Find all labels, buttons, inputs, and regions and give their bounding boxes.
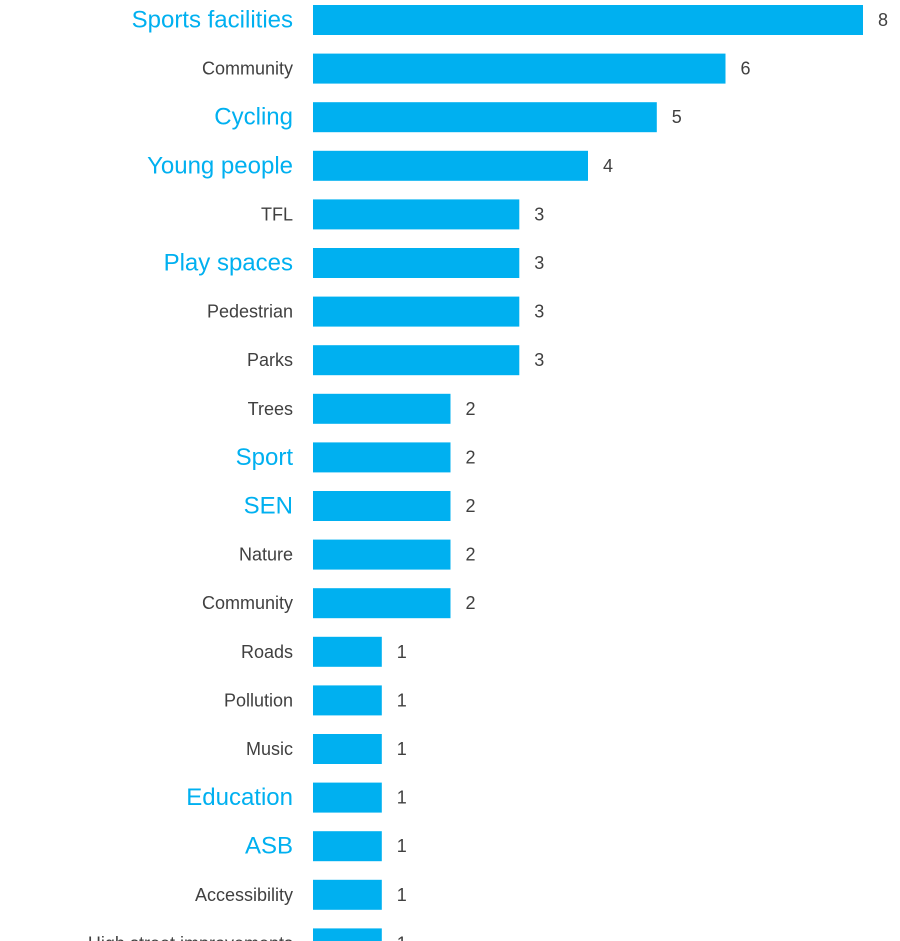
bar-parks-7: [313, 345, 520, 376]
category-label-play-spaces-5: Play spaces: [164, 250, 293, 277]
value-label-sports-facilities-0: 8: [878, 10, 888, 30]
value-label-trees-8: 2: [466, 399, 476, 419]
category-label-asb-17: ASB: [245, 833, 293, 860]
bar-sports-facilities-0: [313, 5, 863, 35]
bar-sport-9: [313, 442, 451, 473]
bar-high-street-improvements-19: [313, 928, 382, 941]
category-label-sports-facilities-0: Sports facilities: [132, 7, 293, 34]
value-label-play-spaces-5: 3: [534, 253, 544, 273]
bar-education-16: [313, 782, 382, 813]
bar-pollution-14: [313, 685, 382, 716]
category-label-roads-13: Roads: [241, 642, 293, 662]
value-label-cycling-2: 5: [672, 107, 682, 127]
value-label-asb-17: 1: [397, 836, 407, 856]
value-label-tfl-4: 3: [534, 204, 544, 224]
category-label-trees-8: Trees: [248, 399, 293, 419]
value-label-accessibility-18: 1: [397, 885, 407, 905]
value-label-high-street-improvements-19: 1: [397, 933, 407, 941]
category-label-education-16: Education: [186, 784, 293, 811]
bar-tfl-4: [313, 199, 520, 230]
value-label-music-15: 1: [397, 739, 407, 759]
value-label-sport-9: 2: [466, 447, 476, 467]
value-label-community-1: 6: [741, 59, 751, 79]
category-label-pollution-14: Pollution: [224, 690, 293, 710]
value-label-sen-10: 2: [466, 496, 476, 516]
category-label-sen-10: SEN: [244, 493, 293, 520]
bar-young-people-3: [313, 150, 588, 181]
bar-play-spaces-5: [313, 248, 520, 278]
category-label-nature-11: Nature: [239, 545, 293, 565]
category-label-music-15: Music: [246, 739, 293, 759]
category-label-tfl-4: TFL: [261, 204, 293, 224]
category-label-high-street-improvements-19: High street improvements: [88, 933, 293, 941]
value-label-community-12: 2: [466, 593, 476, 613]
value-label-roads-13: 1: [397, 642, 407, 662]
category-label-pedestrian-6: Pedestrian: [207, 302, 293, 322]
bar-nature-11: [313, 539, 451, 570]
category-label-cycling-2: Cycling: [214, 104, 293, 131]
value-label-pollution-14: 1: [397, 690, 407, 710]
category-label-parks-7: Parks: [247, 350, 293, 370]
bar-accessibility-18: [313, 879, 382, 910]
value-label-parks-7: 3: [534, 350, 544, 370]
bar-music-15: [313, 734, 382, 764]
bar-cycling-2: [313, 102, 657, 133]
category-label-community-1: Community: [202, 59, 293, 79]
bar-community-1: [313, 53, 726, 84]
bar-pedestrian-6: [313, 296, 520, 327]
category-label-young-people-3: Young people: [147, 152, 293, 179]
value-label-young-people-3: 4: [603, 156, 613, 176]
bar-asb-17: [313, 831, 382, 862]
value-label-nature-11: 2: [466, 545, 476, 565]
bar-sen-10: [313, 491, 451, 521]
category-label-community-12: Community: [202, 593, 293, 613]
category-label-sport-9: Sport: [236, 444, 294, 471]
value-label-pedestrian-6: 3: [534, 302, 544, 322]
bar-trees-8: [313, 393, 451, 424]
value-label-education-16: 1: [397, 788, 407, 808]
bar-community-12: [313, 588, 451, 619]
category-label-accessibility-18: Accessibility: [195, 885, 293, 905]
bar-roads-13: [313, 636, 382, 667]
